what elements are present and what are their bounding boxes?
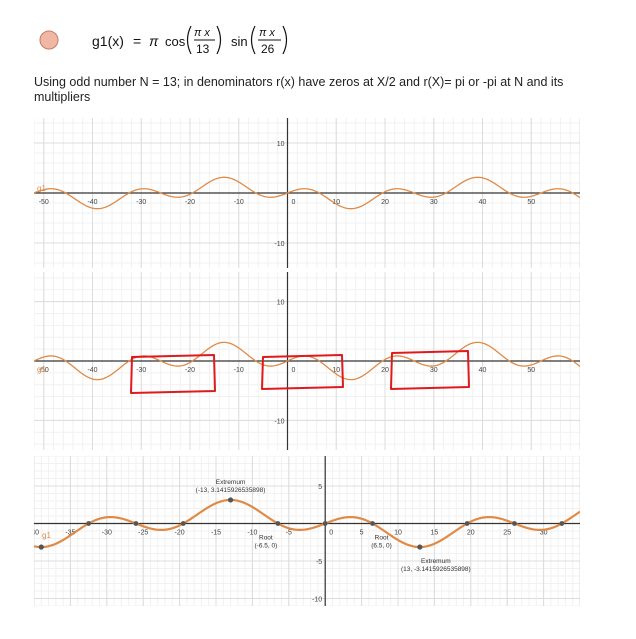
x-tick-label: 25 [503,530,511,537]
y-tick-label: -5 [316,559,322,566]
annotation-title: Root [375,535,389,542]
red-highlight-box [130,354,216,394]
origin-label: 0 [292,199,296,206]
y-tick-label: 10 [277,300,285,307]
curve-point[interactable] [275,521,281,526]
x-tick-label: -10 [234,199,244,206]
x-tick-label: 10 [332,199,340,206]
annotation-title: Extremum [216,479,246,486]
curve-label: g1 [42,531,51,540]
x-tick-label: -10 [247,530,257,537]
y-tick-label: -10 [274,418,284,425]
curve-point[interactable] [322,521,328,526]
extremum-point[interactable] [227,497,234,503]
x-tick-label: -30 [102,530,112,537]
x-tick-label: 20 [381,367,389,374]
x-tick-label: 30 [540,530,548,537]
extremum-point[interactable] [417,544,423,550]
paren-open-1 [186,25,192,55]
origin-label: 0 [292,367,296,374]
y-tick-label: 5 [318,484,322,491]
formula-sin: sin [231,34,248,49]
g1-curve[interactable] [34,176,580,210]
curve-point[interactable] [86,521,91,526]
x-tick-label: -50 [39,367,49,374]
x-tick-label: -20 [185,199,195,206]
curve-label: g1 [37,184,46,193]
formula-cos: cos [165,34,186,49]
annotation-title: Extremum [421,558,451,565]
formula-row: g1(x) = π cos π x 13 sin π x 26 [0,0,636,70]
x-tick-label: 5 [360,530,364,537]
visibility-toggle-icon[interactable] [39,30,59,50]
annotation-title: Root [259,535,273,542]
x-tick-label: -50 [39,199,49,206]
annotation-value: (-6.5, 0) [254,543,277,550]
x-tick-label: 40 [479,199,487,206]
curve-point[interactable] [180,521,186,526]
curve-point[interactable] [133,521,139,526]
y-tick-label: -10 [312,597,322,604]
paren-open-2 [250,25,256,55]
x-tick-label: 10 [394,530,402,537]
x-tick-label: 50 [527,367,535,374]
x-tick-label: 20 [467,530,475,537]
red-highlight-box [390,350,470,390]
origin-label: 0 [329,530,333,537]
x-tick-label: 10 [332,367,340,374]
graph-panel-3[interactable]: -40 -35 -30 -25 -20 -15 -10 -5 5 10 15 20 25 30 0 5 -5 -1… [34,456,580,606]
curve-point[interactable] [464,521,470,526]
x-tick-label: -5 [286,530,292,537]
x-tick-label: -10 [234,367,244,374]
formula-svg: g1(x) = π cos π x 13 sin π x 26 [39,25,288,56]
fraction2-numerator: π x [259,27,275,39]
x-tick-label: -30 [136,367,146,374]
paren-close-1 [216,25,222,55]
x-tick-label: 30 [430,199,438,206]
fraction1-numerator: π x [194,27,210,39]
curve-label: g1 [37,365,46,374]
x-tick-label: 50 [527,199,535,206]
x-tick-label: -15 [211,530,221,537]
formula-equals: = [133,33,141,49]
x-tick-label: 40 [479,367,487,374]
red-highlight-box [261,354,344,390]
annotation-value: (6.5, 0) [371,543,392,550]
x-tick-label: 30 [430,367,438,374]
formula-lhs: g1(x) [92,33,124,49]
description-text: Using odd number N = 13; in denominators… [34,75,564,104]
x-tick-label: -20 [175,530,185,537]
y-tick-label: -10 [274,241,284,248]
x-tick-label: -40 [34,530,39,537]
x-tick-label: -30 [136,199,146,206]
curve-point[interactable] [370,521,375,526]
graph-panel-1[interactable]: -50 -40 -30 -20 -10 10 20 30 40 50 0 10 -10 g1 [34,118,580,268]
fraction2-denominator: 26 [261,42,275,56]
y-tick-label: 10 [277,141,285,148]
x-tick-label: 15 [431,530,439,537]
x-tick-label: 20 [381,199,389,206]
graph-panel-2[interactable]: -50 -40 -30 -20 -10 10 20 30 40 50 0 10 -10 g1 [34,272,580,450]
x-tick-label: -25 [138,530,148,537]
x-tick-label: -40 [87,367,97,374]
g1-curve[interactable] [34,498,580,549]
x-tick-label: -20 [185,367,195,374]
x-tick-label: -35 [65,530,75,537]
curve-point[interactable] [559,521,565,526]
formula-pi: π [149,33,159,49]
paren-close-2 [282,25,288,55]
fraction1-denominator: 13 [196,42,210,56]
annotation-value: (-13, 3.1415926535898) [196,487,266,494]
extremum-point[interactable] [38,544,44,550]
x-tick-label: -40 [87,199,97,206]
curve-point[interactable] [512,521,517,526]
annotation-value: (13, -3.1415926535898) [401,566,471,573]
